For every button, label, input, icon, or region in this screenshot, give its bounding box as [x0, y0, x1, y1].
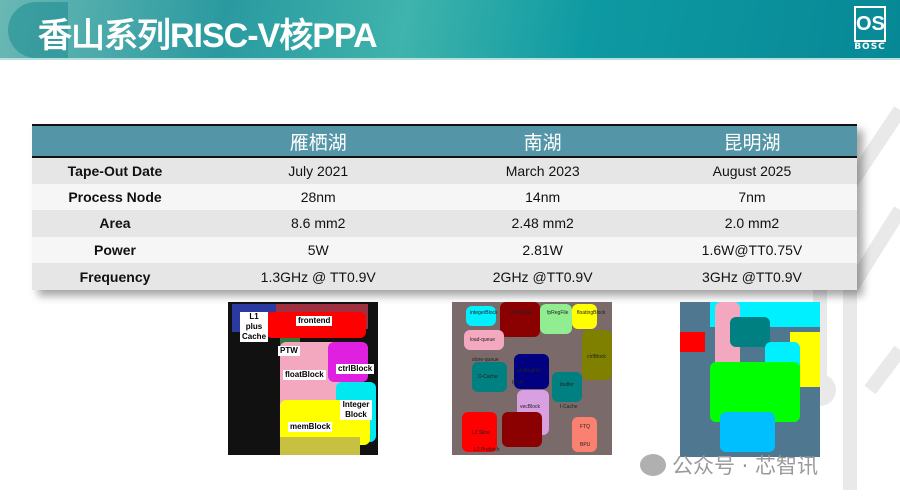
- row-label: Process Node: [68, 188, 162, 205]
- die-label: vecBlock: [520, 404, 541, 410]
- table-row: Power 5W 2.81W 1.6W@TT0.75V: [32, 236, 857, 264]
- table-cell: 28nm: [300, 188, 336, 205]
- die-label: ctrlBlock: [336, 364, 375, 374]
- row-label: Frequency: [79, 268, 151, 285]
- header-kunminghu: 昆明湖: [723, 132, 781, 154]
- table-cell: August 2025: [712, 162, 792, 179]
- die-label: I-Cache: [560, 404, 578, 410]
- wechat-icon: [640, 454, 666, 476]
- table-cell: 7nm: [738, 188, 766, 205]
- row-label: Power: [93, 242, 136, 259]
- die-label: store-queue: [472, 357, 499, 363]
- table-cell: 14nm: [525, 188, 561, 205]
- table-cell: 2.48 mm2: [511, 215, 574, 232]
- table-cell: 2GHz @TT0.9V: [492, 268, 593, 285]
- die-label: vecRegFile: [516, 368, 542, 374]
- table-row: Frequency 1.3GHz @ TT0.9V 2GHz @TT0.9V 3GHz…: [32, 263, 857, 290]
- die-photo-nanhu: integerBlock intRegFile fpRegFile floatingB…: [452, 302, 612, 455]
- table-cell: 8.6 mm2: [290, 215, 346, 232]
- die-label: L2 Prefetch: [474, 447, 500, 453]
- row-label: Area: [99, 215, 131, 232]
- row-label: Tape-Out Date: [67, 162, 163, 179]
- die-label: floatBlock: [283, 370, 326, 380]
- title-bar: 香山系列RISC-V核PPA OS BOSC: [0, 0, 900, 60]
- die-label: floatingBlock: [577, 310, 606, 316]
- table-cell: March 2023: [505, 162, 580, 179]
- die-label: fpRegFile: [547, 310, 569, 316]
- watermark-text: 公众号 · 芯智讯: [672, 454, 819, 478]
- watermark: 公众号 · 芯智讯: [640, 450, 818, 480]
- table-cell: 1.6W@TT0.75V: [701, 242, 803, 259]
- table-header-row: 雁栖湖 南湖 昆明湖: [32, 125, 857, 157]
- logo-mark: OS: [854, 6, 886, 42]
- table-row: Process Node 28nm 14nm 7nm: [32, 183, 857, 211]
- header-nanhu: 南湖: [523, 132, 562, 154]
- logo-caption: BOSC: [854, 42, 886, 52]
- header-blank: [32, 125, 198, 157]
- die-label: integerBlock: [470, 310, 498, 316]
- table-cell: 2.0 mm2: [724, 215, 780, 232]
- circuit-decoration: [804, 106, 900, 490]
- table-cell: 1.3GHz @ TT0.9V: [260, 268, 376, 285]
- die-label: ctrlBlock: [587, 354, 606, 360]
- die-photo-yanqihu: L1 plus Cache frontend PTW ctrlBlock flo…: [228, 302, 378, 455]
- die-label: memBlock: [288, 422, 333, 432]
- header-yanqihu: 雁栖湖: [289, 132, 347, 154]
- table-cell: 3GHz @TT0.9V: [702, 268, 802, 285]
- die-label: load-queue: [470, 337, 496, 343]
- table-cell: 2.81W: [522, 242, 563, 259]
- table-row: Tape-Out Date July 2021 March 2023 August 2…: [32, 157, 857, 184]
- die-label: intRegFile: [510, 310, 533, 316]
- ppa-table: 雁栖湖 南湖 昆明湖 Tape-Out Date July 2021 March 2…: [32, 124, 857, 290]
- die-label: L1 plus Cache: [240, 312, 268, 342]
- bosc-logo: OS BOSC: [850, 6, 890, 56]
- die-label: PTW: [512, 380, 524, 386]
- die-photo-kunminghu: [680, 302, 820, 457]
- die-label: PTW: [278, 346, 300, 356]
- slide-title: 香山系列RISC-V核PPA: [38, 17, 378, 55]
- die-label: FTQ: [580, 424, 590, 430]
- die-label: L2 Slice: [472, 430, 490, 436]
- die-label: frontend: [296, 316, 333, 326]
- die-label: ibuffer: [560, 382, 574, 388]
- die-label: Integer Block: [340, 400, 372, 420]
- table-cell: 5W: [307, 242, 329, 259]
- title-decoration: [8, 2, 68, 58]
- table-cell: July 2021: [288, 162, 349, 179]
- die-label: D-Cache: [478, 374, 498, 380]
- table-row: Area 8.6 mm2 2.48 mm2 2.0 mm2: [32, 210, 857, 237]
- die-label: BPU: [580, 442, 591, 448]
